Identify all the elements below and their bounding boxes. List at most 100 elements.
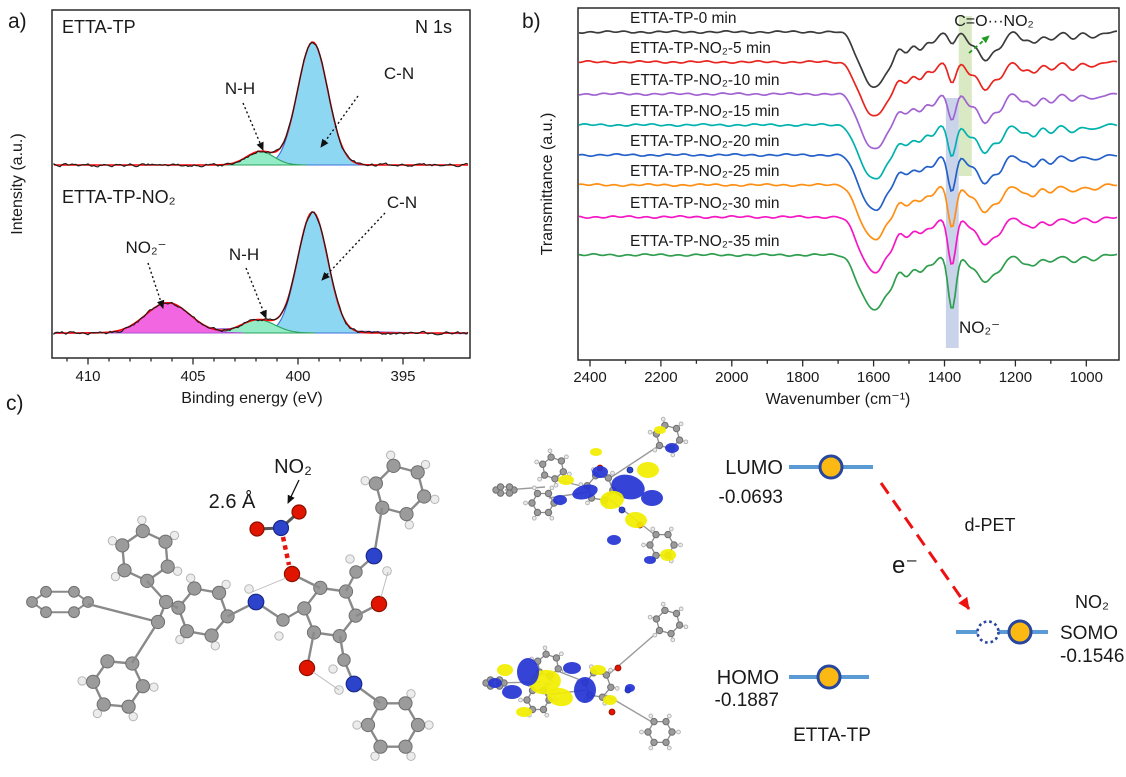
atom bbox=[424, 720, 434, 730]
hydrogen-bond bbox=[312, 671, 340, 691]
atom bbox=[610, 470, 615, 476]
ftir-curve-6 bbox=[578, 214, 1118, 274]
orbital-lobe-negative bbox=[625, 511, 647, 529]
atom bbox=[150, 614, 166, 630]
energy-level-diagram: LUMO -0.0693 HOMO -0.1887 ETTA-TP d-PET … bbox=[715, 454, 1124, 746]
arrow-to-no2-molecule bbox=[287, 479, 300, 504]
orbital-lobe-positive bbox=[625, 684, 635, 692]
orbital-lobe-positive bbox=[572, 484, 598, 500]
atom bbox=[221, 579, 231, 590]
atom bbox=[666, 745, 672, 751]
atom bbox=[549, 485, 555, 491]
xps-peak-label-cn-bottom: C-N bbox=[387, 193, 417, 212]
x-tick-label: 395 bbox=[390, 368, 415, 385]
atom bbox=[349, 565, 363, 579]
atom bbox=[68, 606, 80, 619]
atom bbox=[614, 686, 620, 691]
orbital-lobe-positive bbox=[517, 658, 539, 686]
panel-a-tag: a) bbox=[8, 10, 27, 33]
atom bbox=[662, 717, 670, 726]
atom bbox=[210, 641, 220, 651]
atom bbox=[297, 601, 312, 616]
atom bbox=[531, 485, 537, 491]
ftir-curves bbox=[578, 29, 1118, 311]
orbital-lobe-positive bbox=[488, 678, 502, 688]
orbital-lobe-negative bbox=[590, 448, 602, 456]
orbital-lobe-positive bbox=[644, 556, 656, 564]
atom bbox=[655, 626, 664, 635]
atom bbox=[650, 526, 656, 532]
atom bbox=[652, 447, 658, 453]
lumo-electron-circle bbox=[818, 454, 844, 480]
orbital-lobe-positive bbox=[592, 466, 608, 478]
atom bbox=[430, 494, 440, 504]
atom bbox=[247, 593, 265, 611]
arrow-to-nh-peak-top bbox=[242, 102, 264, 151]
atom bbox=[360, 476, 370, 486]
xps-fitted-peak-cn bbox=[260, 211, 367, 334]
xps-spectrum-title-bottom: ETTA-TP-NO₂ bbox=[62, 187, 176, 207]
bond bbox=[87, 602, 159, 624]
atom bbox=[337, 653, 351, 667]
xps-plot-box bbox=[51, 9, 471, 359]
atom bbox=[604, 474, 613, 482]
atom bbox=[559, 468, 567, 476]
atom bbox=[172, 566, 183, 576]
atom bbox=[328, 664, 338, 674]
ftir-x-ticks: 2400 2200 2000 1800 1600 1400 1200 1000 bbox=[573, 360, 1103, 386]
electron-label: e⁻ bbox=[892, 552, 918, 579]
atom bbox=[149, 682, 159, 692]
arrow-to-co-annotation bbox=[968, 35, 990, 54]
atom bbox=[40, 606, 52, 619]
no2-molecule-label: NO₂ bbox=[274, 456, 312, 478]
atom bbox=[365, 547, 383, 565]
orbital-lobe-negative bbox=[590, 665, 606, 675]
xps-peak-label-cn-top: C-N bbox=[384, 64, 414, 83]
atom bbox=[537, 476, 542, 482]
homo-electron-circle bbox=[816, 664, 842, 690]
atom bbox=[375, 500, 390, 515]
atom bbox=[100, 654, 115, 669]
ftir-series-label-6: ETTA-TP-NO₂-30 min bbox=[630, 195, 780, 212]
atom bbox=[175, 634, 185, 645]
atom bbox=[678, 421, 684, 427]
atom bbox=[158, 594, 174, 610]
xps-envelope-curve bbox=[54, 211, 468, 334]
atom bbox=[602, 671, 611, 679]
atom bbox=[668, 526, 674, 532]
atom bbox=[539, 705, 548, 714]
atom bbox=[345, 675, 363, 693]
atom bbox=[650, 738, 658, 747]
ring-bonds bbox=[30, 590, 90, 614]
atom bbox=[626, 466, 634, 474]
atom bbox=[542, 650, 550, 658]
d-pet-label: d-PET bbox=[964, 515, 1015, 535]
ftir-series-label-1: ETTA-TP-NO₂-5 min bbox=[630, 40, 771, 57]
ftir-curve-4 bbox=[578, 152, 1118, 212]
atom bbox=[683, 439, 689, 445]
atom bbox=[68, 585, 80, 598]
atom bbox=[220, 609, 235, 624]
atom bbox=[348, 608, 363, 623]
atom bbox=[370, 595, 388, 613]
ftir-series-label-7: ETTA-TP-NO₂-35 min bbox=[630, 233, 780, 250]
atom bbox=[639, 729, 644, 735]
atom bbox=[664, 530, 672, 539]
ftir-series-label-0: ETTA-TP-0 min bbox=[630, 10, 737, 27]
atom bbox=[542, 645, 548, 651]
xps-region-label: N 1s bbox=[415, 17, 452, 37]
atom bbox=[660, 416, 666, 422]
ring-bonds bbox=[366, 702, 420, 748]
ftir-series-label-5: ETTA-TP-NO₂-25 min bbox=[630, 163, 780, 180]
atom bbox=[249, 521, 265, 537]
atom bbox=[646, 541, 654, 549]
atom bbox=[107, 536, 118, 546]
bond bbox=[609, 444, 661, 479]
atom bbox=[128, 711, 138, 722]
atom bbox=[652, 530, 660, 539]
atom bbox=[386, 458, 401, 473]
atom bbox=[398, 696, 413, 711]
x-tick-label: 410 bbox=[75, 368, 100, 385]
orbital-lobe-negative bbox=[516, 707, 532, 717]
